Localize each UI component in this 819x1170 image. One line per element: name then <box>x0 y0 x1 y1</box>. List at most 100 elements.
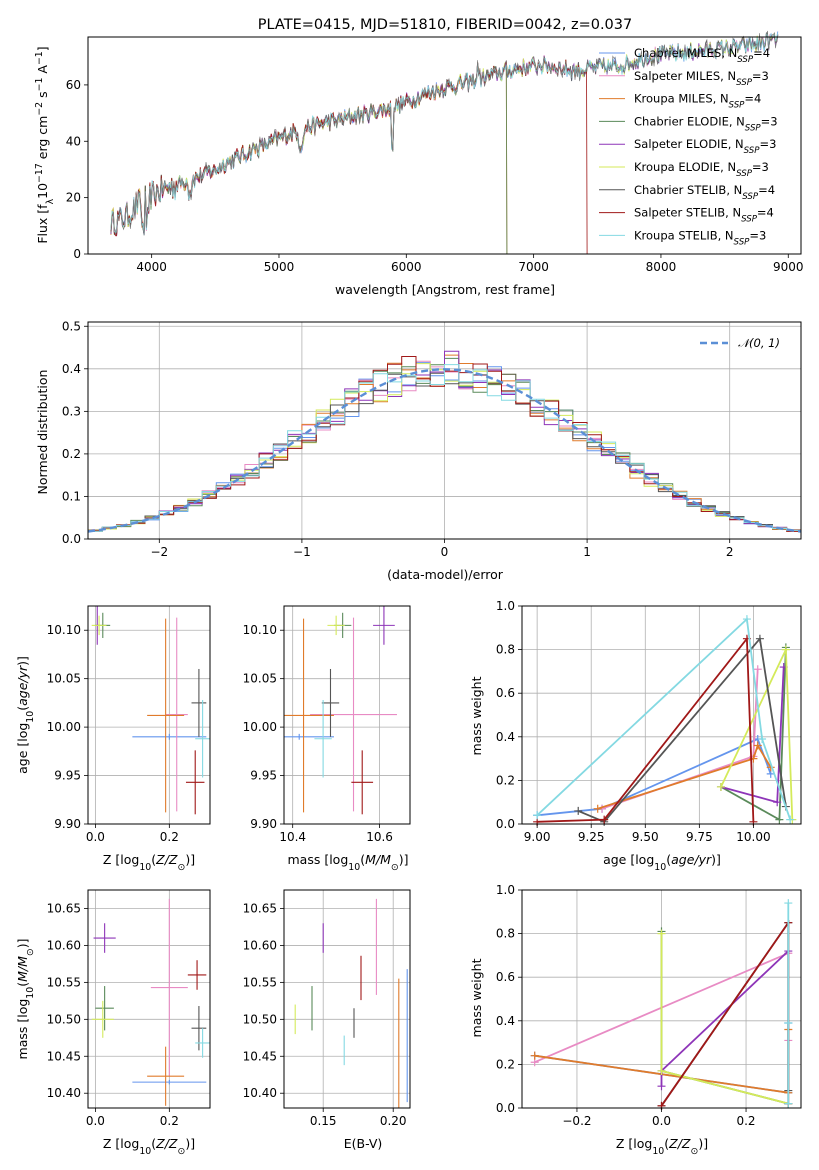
weight-age-xtick-label: 9.50 <box>632 830 659 844</box>
weight-z-point-marker <box>784 899 793 908</box>
mass-ebv-ytick-label: 10.50 <box>243 1012 277 1026</box>
weight-z-point-marker <box>784 1099 793 1108</box>
spectrum-xtick-label: 5000 <box>264 260 295 274</box>
weight-age-xtick-label: 9.75 <box>686 830 713 844</box>
spectrum-ytick-label: 20 <box>66 191 81 205</box>
spectrum-series-line <box>110 61 508 255</box>
weight-age-y-axis-label: mass weight <box>469 676 484 755</box>
weight-z-y-axis-label: mass weight <box>469 958 484 1037</box>
mass-ebv-xtick-label: 0.20 <box>380 1114 407 1128</box>
mass-ebv-ytick-label: 10.40 <box>243 1086 277 1100</box>
mass-z-ytick-label: 10.60 <box>47 938 81 952</box>
mass-z-ytick-label: 10.55 <box>47 975 81 989</box>
weight-age-series-line <box>536 617 792 820</box>
spectrum-xtick-label: 8000 <box>646 260 677 274</box>
frame-layer <box>84 36 802 1112</box>
spectrum-xtick-label: 4000 <box>136 260 167 274</box>
mass-ebv-ytick-label: 10.45 <box>243 1049 277 1063</box>
weight-age-point-marker <box>773 798 782 807</box>
mass-z-y-axis-label: mass [log10(M/M⊙)] <box>15 939 36 1060</box>
weight-age-series-line <box>597 743 772 810</box>
age-z-ytick-label: 9.90 <box>54 817 81 831</box>
age-mass-x-axis-label: mass [log10(M/M⊙)] <box>288 852 409 873</box>
mass-z-ytick-label: 10.40 <box>47 1086 81 1100</box>
weight-z-series-line <box>660 919 790 1107</box>
age-mass-frame <box>283 605 411 825</box>
residuals-ytick-label: 0.2 <box>62 447 81 461</box>
residuals-xtick-label: 0 <box>441 545 449 559</box>
mass-z-frame <box>87 889 211 1109</box>
weight-z-xtick-label: 0.2 <box>736 1114 755 1128</box>
weight-z-point-marker <box>657 1066 666 1075</box>
mass-ebv-frame <box>283 889 411 1109</box>
weight-age-point-marker <box>533 811 542 820</box>
weight-z-ytick-label: 0.0 <box>496 1101 515 1115</box>
spectrum-series-line <box>110 32 779 233</box>
weight-age-point-marker <box>775 815 784 824</box>
age-z-frame <box>87 605 211 825</box>
weight-age-ytick-label: 0.2 <box>496 773 515 787</box>
spectrum-legend-entry: Salpeter MILES, NSSP=3 <box>634 69 769 88</box>
weight-age-point-marker <box>742 615 751 624</box>
spectrum-xtick-label: 6000 <box>391 260 422 274</box>
spectrum-legend-entry: Chabrier STELIB, NSSP=4 <box>634 183 775 202</box>
spectrum-y-axis-label: Flux [fλ10−17 erg cm−2 s−1 A−1] <box>34 46 56 243</box>
weight-age-point-marker <box>753 665 762 674</box>
mass-z-x-axis-label: Z [log10(Z/Z⊙)] <box>103 1136 195 1157</box>
weight-age-ytick-label: 0.8 <box>496 643 515 657</box>
age-mass-ytick-label: 9.90 <box>250 817 277 831</box>
residuals-ytick-label: 0.3 <box>62 404 81 418</box>
weight-z-ytick-label: 0.2 <box>496 1057 515 1071</box>
weight-age-frame <box>521 605 802 825</box>
spectrum-series-line <box>110 64 508 255</box>
spectrum-frame <box>87 36 802 255</box>
weight-age-point-marker <box>574 806 583 815</box>
age-z-ytick-label: 9.95 <box>54 769 81 783</box>
weight-age-xtick-label: 10.00 <box>736 830 770 844</box>
spectrum-ytick-label: 60 <box>66 78 81 92</box>
legend-layer: Chabrier MILES, NSSP=4 Salpeter MILES, NS… <box>599 46 780 350</box>
mass-ebv-ytick-label: 10.60 <box>243 938 277 952</box>
residuals-xtick-label: −1 <box>293 545 311 559</box>
weight-z-ytick-label: 0.8 <box>496 927 515 941</box>
spectrum-ytick-label: 40 <box>66 134 81 148</box>
weight-z-series-line <box>660 950 789 1087</box>
weight-z-point-marker <box>657 1082 666 1091</box>
weight-age-point-marker <box>755 634 764 643</box>
weight-age-ytick-label: 0.0 <box>496 817 515 831</box>
residuals-ytick-label: 0.4 <box>62 362 81 376</box>
weight-age-point-marker <box>753 741 762 750</box>
age-mass-xtick-label: 10.4 <box>279 830 306 844</box>
residuals-xtick-label: −2 <box>150 545 168 559</box>
weight-age-series-line <box>537 737 772 817</box>
weight-age-ytick-label: 1.0 <box>496 599 515 613</box>
spectrum-xtick-label: 9000 <box>773 260 804 274</box>
text-layer: PLATE=0415, MJD=51810, FIBERID=0042, z=0… <box>15 17 804 1157</box>
weight-z-ytick-label: 0.6 <box>496 970 515 984</box>
age-z-y-axis-label: age [log10(age/yr)] <box>15 656 36 774</box>
age-mass-ytick-label: 10.10 <box>243 623 277 637</box>
residuals-ytick-label: 0.0 <box>62 532 81 546</box>
weight-age-ytick-label: 0.4 <box>496 730 515 744</box>
spectrum-series-line <box>110 31 779 235</box>
residuals-y-axis-label: Normed distribution <box>35 370 50 495</box>
age-mass-ytick-label: 10.05 <box>243 672 277 686</box>
mass-z-ytick-label: 10.50 <box>47 1012 81 1026</box>
spectrum-series-line <box>110 32 779 236</box>
residuals-ytick-label: 0.5 <box>62 319 81 333</box>
weight-age-ytick-label: 0.6 <box>496 686 515 700</box>
spectrum-ytick-label: 0 <box>73 247 81 261</box>
mass-ebv-xtick-label: 0.15 <box>310 1114 337 1128</box>
spectrum-observed-line <box>110 30 779 236</box>
spectrum-legend-entry: Kroupa ELODIE, NSSP=3 <box>634 160 769 179</box>
weight-z-point-marker <box>657 929 666 938</box>
spectrum-series-line <box>110 59 588 255</box>
weight-z-x-axis-label: Z [log10(Z/Z⊙)] <box>616 1136 708 1157</box>
mass-z-xtick-label: 0.2 <box>160 1114 179 1128</box>
mass-z-xtick-label: 0.0 <box>86 1114 105 1128</box>
mass-z-ytick-label: 10.45 <box>47 1049 81 1063</box>
spectrum-legend-entry: Chabrier ELODIE, NSSP=3 <box>634 114 778 133</box>
age-mass-ytick-label: 9.95 <box>250 769 277 783</box>
age-z-ytick-label: 10.10 <box>47 623 81 637</box>
residuals-legend-entry: 𝒩(0, 1) <box>738 336 780 350</box>
